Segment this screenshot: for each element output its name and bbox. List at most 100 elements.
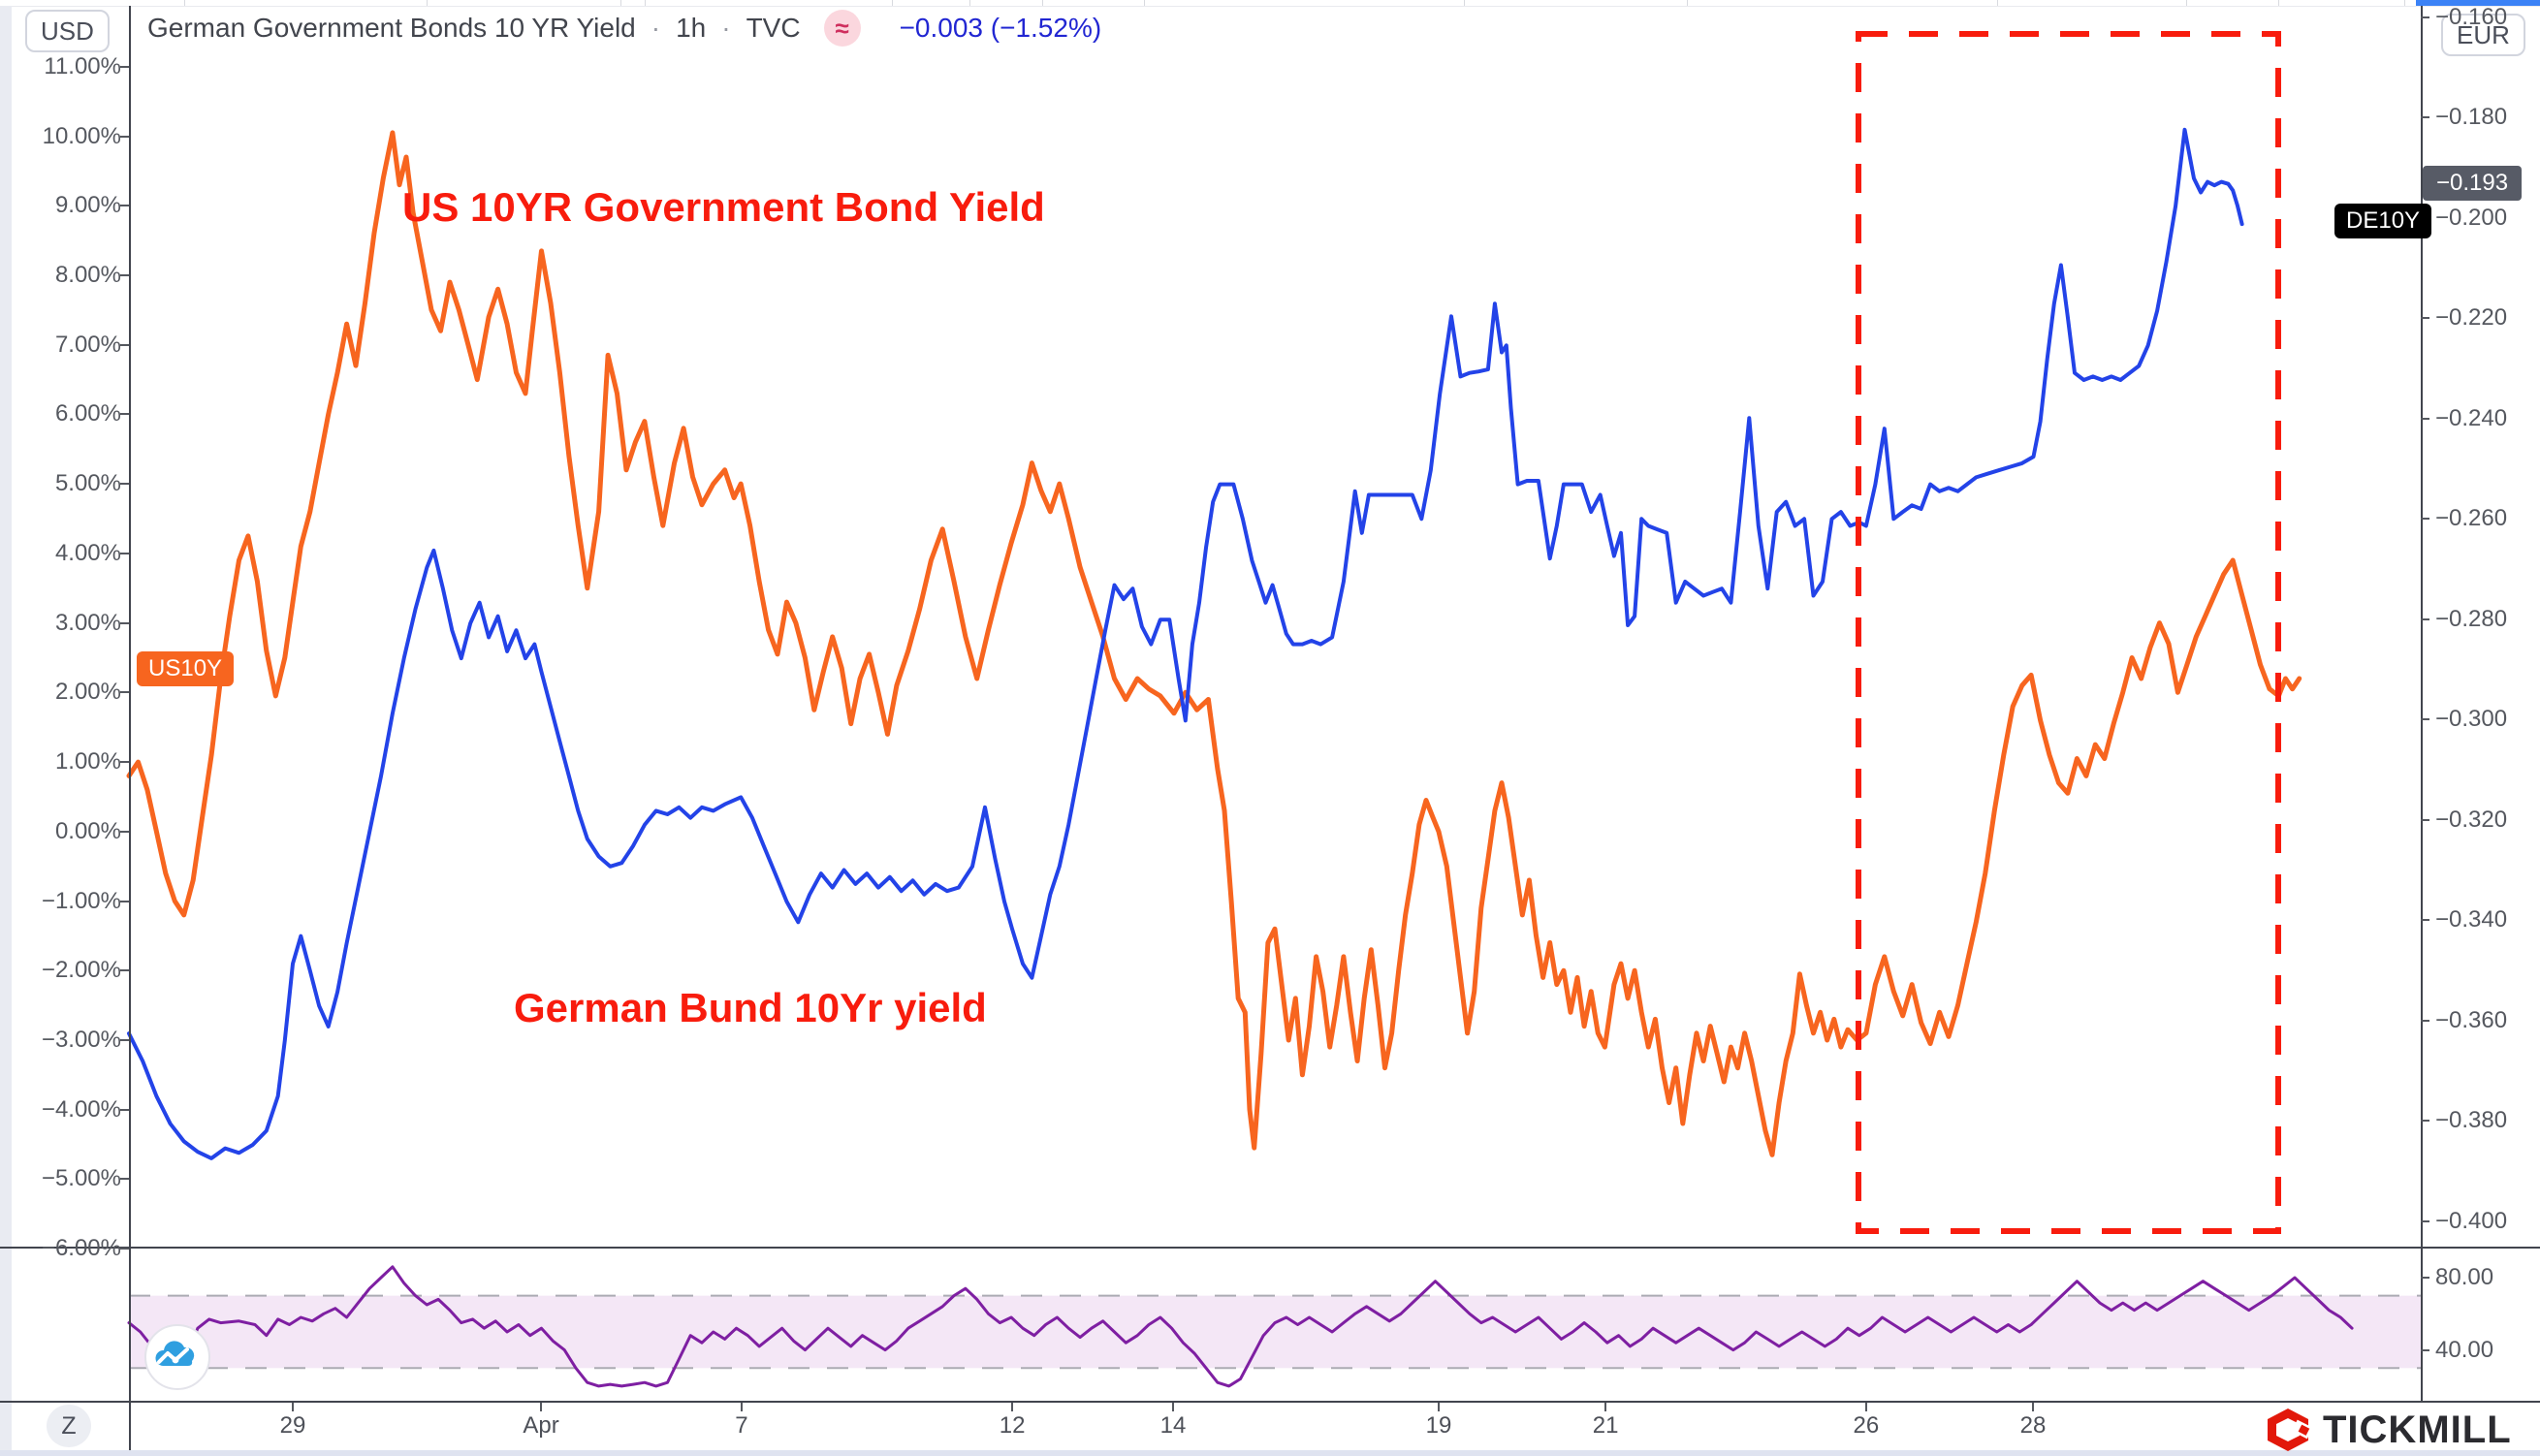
time-axis-label: Apr — [523, 1412, 559, 1439]
indicator-line[interactable] — [127, 1265, 2354, 1388]
right-axis-label: −0.200 — [2435, 204, 2508, 231]
top-strip-separator — [2278, 0, 2279, 6]
left-axis-label: 10.00% — [42, 122, 121, 149]
left-axis-label: 6.00% — [54, 400, 121, 427]
right-axis-tick — [2421, 617, 2429, 620]
left-axis-tick — [120, 273, 129, 276]
right-axis-label: −0.220 — [2435, 304, 2508, 332]
right-axis-label: −0.300 — [2435, 706, 2508, 733]
title-separator: · — [651, 13, 661, 43]
left-axis-tick — [120, 1248, 129, 1250]
time-axis-label: 19 — [1425, 1412, 1452, 1439]
left-axis-tick — [120, 552, 129, 554]
left-axis-tick — [120, 1108, 129, 1111]
time-axis-tick — [1011, 1403, 1014, 1411]
right-axis-label: −0.260 — [2435, 505, 2508, 532]
left-axis-label: 5.00% — [54, 470, 121, 497]
right-axis-currency-button[interactable]: EUR — [2441, 14, 2525, 56]
left-axis-currency-button[interactable]: USD — [25, 10, 110, 52]
tickmill-wordmark: TICKMILL — [2323, 1408, 2512, 1451]
time-axis-separator — [0, 1401, 2540, 1403]
left-axis-label: −4.00% — [41, 1095, 121, 1123]
left-axis-tick — [120, 621, 129, 624]
left-axis-label: 11.00% — [44, 52, 121, 79]
right-axis-tick — [2421, 518, 2429, 521]
indicator-cloud-icon — [144, 1324, 210, 1390]
right-axis-tick — [2421, 818, 2429, 821]
interval-label[interactable]: 1h — [676, 13, 707, 43]
time-axis-label: 29 — [279, 1412, 306, 1439]
right-axis-line — [2421, 6, 2423, 1403]
symbol-title[interactable]: German Government Bonds 10 YR Yield — [147, 13, 636, 43]
left-axis-tick — [120, 135, 129, 138]
right-axis-label: −0.180 — [2435, 104, 2508, 131]
right-axis-label: −0.340 — [2435, 906, 2508, 934]
left-axis-tick — [120, 343, 129, 346]
time-axis-tick — [1604, 1403, 1607, 1411]
tickmill-mark-icon — [2268, 1409, 2311, 1451]
left-axis-tick — [120, 483, 129, 486]
time-axis-tick — [1438, 1403, 1441, 1411]
left-axis-label: 3.00% — [54, 609, 121, 636]
top-strip-separator — [1464, 0, 1465, 6]
left-axis-label: 8.00% — [54, 261, 121, 288]
time-axis-tick — [540, 1403, 543, 1411]
right-axis-label: −0.240 — [2435, 404, 2508, 431]
top-strip-separator — [1687, 0, 1688, 6]
left-axis-tick — [120, 1038, 129, 1041]
top-strip-separator — [1997, 0, 1998, 6]
right-axis-tick — [2421, 417, 2429, 420]
time-axis-label: 26 — [1853, 1412, 1880, 1439]
time-axis-tick — [1172, 1403, 1175, 1411]
de10y-line[interactable] — [127, 127, 2244, 1160]
top-strip-separator — [2404, 0, 2405, 6]
approx-icon: ≈ — [823, 10, 861, 47]
last-price-tag: −0.193 — [2423, 165, 2523, 201]
right-axis-tick — [2421, 919, 2429, 922]
left-axis-label: −5.00% — [41, 1165, 121, 1192]
right-axis-tick — [2421, 317, 2429, 320]
right-axis-tick — [2421, 1019, 2429, 1022]
right-axis-label: −0.380 — [2435, 1107, 2508, 1134]
left-axis-tick — [120, 413, 129, 416]
us10y-line[interactable] — [126, 130, 2302, 1157]
left-axis-label: 7.00% — [54, 331, 121, 358]
top-strip-separator — [892, 0, 893, 6]
top-strip-separator — [969, 0, 970, 6]
time-axis-label: 14 — [1159, 1412, 1187, 1439]
time-axis-tick — [740, 1403, 743, 1411]
timezone-button[interactable]: Z — [47, 1405, 91, 1447]
left-axis-label: 4.00% — [54, 539, 121, 566]
left-axis-tick — [120, 830, 129, 833]
right-axis-label: −0.320 — [2435, 806, 2508, 833]
left-axis-label: 9.00% — [54, 192, 121, 219]
annotation-bund-text[interactable]: German Bund 10Yr yield — [514, 985, 987, 1030]
left-axis-tick — [120, 1178, 129, 1181]
indicator-band — [129, 1295, 2421, 1369]
left-axis-line — [129, 6, 131, 1450]
indicator-axis-label: 40.00 — [2435, 1336, 2494, 1363]
top-strip-separator — [1042, 0, 1043, 6]
exchange-label: TVC — [746, 13, 801, 43]
indicator-axis-tick — [2421, 1276, 2429, 1279]
left-axis-tick — [120, 761, 129, 764]
left-edge-strip — [0, 6, 12, 1450]
top-scroll-indicator — [2416, 0, 2540, 6]
title-separator: · — [721, 13, 731, 43]
time-axis-tick — [292, 1403, 295, 1411]
left-axis-label: −2.00% — [41, 957, 121, 984]
left-axis-label: 2.00% — [54, 679, 121, 706]
right-axis-tick — [2421, 1120, 2429, 1123]
left-axis-label: 1.00% — [54, 748, 121, 775]
price-change-text: −0.003 (−1.52%) — [899, 13, 1102, 43]
de10y-series-tag: DE10Y — [2334, 204, 2432, 238]
annotation-us10y-text[interactable]: US 10YR Government Bond Yield — [402, 184, 1045, 230]
left-axis-label: −3.00% — [41, 1026, 121, 1053]
pane-separator[interactable] — [0, 1247, 2540, 1249]
right-axis-tick — [2421, 16, 2429, 18]
left-axis-tick — [120, 900, 129, 902]
tickmill-logo: TICKMILL — [2265, 1406, 2512, 1454]
highlight-rectangle[interactable] — [1856, 31, 2281, 1234]
